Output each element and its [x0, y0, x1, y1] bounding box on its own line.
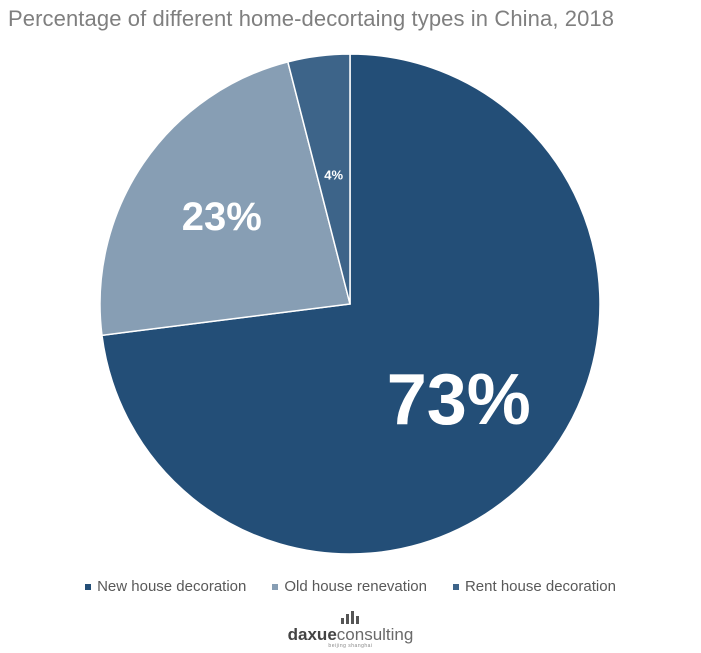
legend-swatch [452, 583, 459, 590]
legend-item-rent-house: Rent house decoration [452, 578, 616, 595]
legend-swatch [272, 583, 279, 590]
slice-label-1: 23% [182, 195, 262, 239]
logo-subtitle: beijing shanghai [328, 643, 373, 649]
legend-swatch [85, 583, 92, 590]
logo-light-text: consulting [336, 625, 414, 644]
chart-legend: New house decoration Old house renevatio… [0, 578, 701, 595]
legend-label: Old house renevation [284, 578, 427, 595]
legend-item-old-house: Old house renevation [272, 578, 427, 595]
legend-label: New house decoration [97, 578, 247, 595]
slice-label-2: 4% [324, 168, 343, 183]
legend-label: Rent house decoration [464, 578, 616, 595]
bar-chart-icon [288, 611, 414, 624]
pie-slice-2 [286, 53, 351, 305]
slice-label-0: 73% [387, 360, 531, 440]
logo-bold-text: daxue [287, 625, 337, 644]
chart-title: Percentage of different home-decortaing … [8, 6, 615, 31]
pie-slice-0 [101, 53, 601, 555]
pie-slice-1 [99, 60, 351, 337]
legend-item-new-house: New house decoration [85, 578, 246, 595]
daxue-consulting-logo: daxueconsulting beijing shanghai [0, 611, 701, 652]
